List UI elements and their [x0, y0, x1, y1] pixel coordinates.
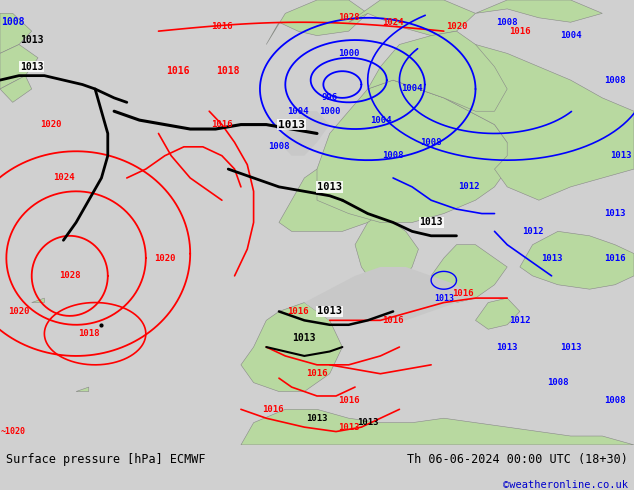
- Text: 1018: 1018: [216, 66, 240, 76]
- Text: 1016: 1016: [338, 396, 359, 405]
- Polygon shape: [76, 387, 89, 392]
- Text: 1016: 1016: [165, 66, 190, 76]
- Text: 1024: 1024: [53, 173, 74, 182]
- Polygon shape: [349, 0, 476, 36]
- Text: 1016: 1016: [452, 289, 474, 298]
- Text: 1016: 1016: [262, 405, 283, 414]
- Polygon shape: [279, 111, 330, 156]
- Text: 1020: 1020: [8, 307, 30, 316]
- Polygon shape: [0, 75, 32, 102]
- Text: 1008: 1008: [604, 396, 626, 405]
- Text: ©weatheronline.co.uk: ©weatheronline.co.uk: [503, 480, 628, 490]
- Text: 1013: 1013: [292, 333, 316, 343]
- Text: 1024: 1024: [382, 18, 404, 27]
- Polygon shape: [0, 45, 38, 89]
- Text: 1004: 1004: [370, 116, 391, 124]
- Polygon shape: [279, 133, 444, 231]
- Text: 1016: 1016: [211, 22, 233, 31]
- Text: 1004: 1004: [287, 107, 309, 116]
- Text: 996: 996: [321, 94, 338, 102]
- Text: 1016: 1016: [604, 253, 626, 263]
- Text: 1013: 1013: [338, 422, 359, 432]
- Text: Surface pressure [hPa] ECMWF: Surface pressure [hPa] ECMWF: [6, 453, 206, 466]
- Text: 1004: 1004: [560, 31, 581, 40]
- Text: 1028: 1028: [59, 271, 81, 280]
- Text: 1013: 1013: [20, 62, 44, 72]
- Polygon shape: [476, 298, 520, 329]
- Text: 1013: 1013: [317, 306, 342, 317]
- Text: 1008: 1008: [496, 18, 518, 27]
- Text: 1013: 1013: [541, 253, 562, 263]
- Polygon shape: [431, 245, 507, 302]
- Text: 1018: 1018: [78, 329, 100, 338]
- Polygon shape: [317, 80, 520, 222]
- Text: 1013: 1013: [611, 151, 632, 160]
- Polygon shape: [476, 0, 602, 22]
- Text: 1013: 1013: [20, 35, 44, 45]
- Polygon shape: [355, 214, 418, 294]
- Text: 1016: 1016: [382, 316, 404, 325]
- Text: 1013: 1013: [560, 343, 581, 351]
- Text: 1013: 1013: [317, 182, 342, 192]
- Text: 1013: 1013: [604, 209, 626, 218]
- Polygon shape: [0, 13, 32, 53]
- Text: 1016: 1016: [306, 369, 328, 378]
- Text: 1004: 1004: [401, 84, 423, 94]
- Text: 1013: 1013: [434, 294, 454, 303]
- Text: 1013: 1013: [419, 218, 443, 227]
- Polygon shape: [32, 298, 44, 302]
- Text: 1016: 1016: [509, 26, 531, 36]
- Text: 1012: 1012: [522, 227, 543, 236]
- Text: 1020: 1020: [446, 22, 467, 31]
- Text: 1016: 1016: [287, 307, 309, 316]
- Polygon shape: [241, 409, 634, 445]
- Text: 1020: 1020: [40, 120, 61, 129]
- Text: 1008: 1008: [382, 151, 404, 160]
- Text: 1008: 1008: [547, 378, 569, 387]
- Text: 1020: 1020: [154, 253, 176, 263]
- Text: ~1020: ~1020: [0, 427, 25, 436]
- Text: 1008: 1008: [1, 17, 25, 27]
- Text: 1028: 1028: [338, 13, 359, 23]
- Polygon shape: [304, 267, 476, 320]
- Polygon shape: [520, 231, 634, 289]
- Text: Th 06-06-2024 00:00 UTC (18+30): Th 06-06-2024 00:00 UTC (18+30): [407, 453, 628, 466]
- Text: 1013: 1013: [306, 414, 328, 423]
- Polygon shape: [368, 31, 507, 111]
- Text: 1000: 1000: [338, 49, 359, 58]
- Text: 1008: 1008: [420, 138, 442, 147]
- Text: 1013: 1013: [496, 343, 518, 351]
- Text: 1012: 1012: [458, 182, 480, 192]
- Text: 1013: 1013: [357, 418, 378, 427]
- Polygon shape: [266, 0, 368, 45]
- Text: 1012: 1012: [509, 316, 531, 325]
- Polygon shape: [241, 302, 342, 392]
- Text: 1000: 1000: [319, 107, 340, 116]
- Text: 1008: 1008: [604, 75, 626, 85]
- Text: 1016: 1016: [211, 120, 233, 129]
- Text: 1013: 1013: [278, 120, 305, 129]
- Text: 1008: 1008: [268, 142, 290, 151]
- Polygon shape: [393, 36, 634, 200]
